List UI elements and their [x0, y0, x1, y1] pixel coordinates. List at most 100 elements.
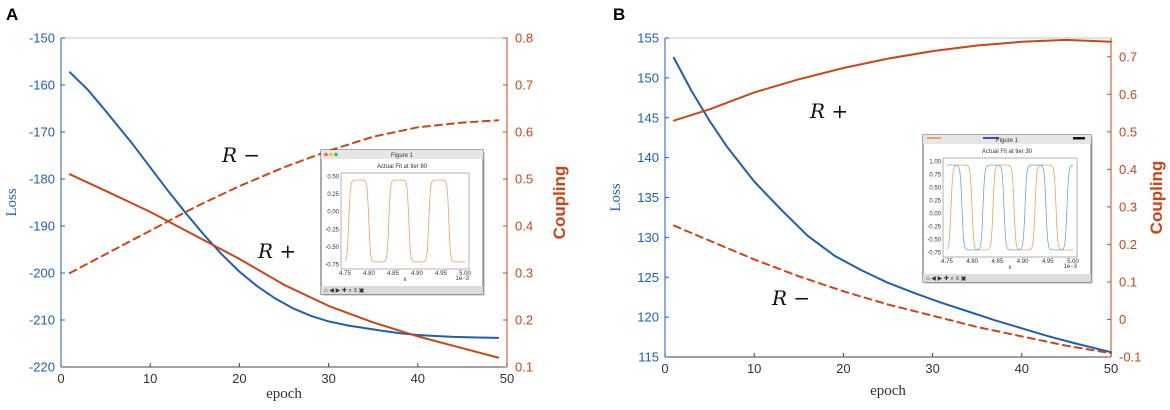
inset-y-tick-label: 0.75 [929, 173, 941, 179]
right-y-tick-label: 0.7 [515, 78, 533, 93]
inset-window-title: Figure 1 [996, 138, 1019, 144]
left-y-tick-label: 155 [637, 31, 659, 46]
x-tick-label: 0 [661, 361, 668, 376]
inset-signal-blue [946, 164, 1074, 251]
right-y-tick-label: 0.8 [515, 31, 533, 46]
series-loss-line [672, 56, 1112, 354]
inset-window-title: Figure 1 [391, 153, 414, 159]
series-loss-line [68, 71, 500, 339]
inset-y-tick-label: 0.00 [929, 212, 941, 218]
inset-x-tick-label: 5.00 [1067, 259, 1079, 265]
right-y-tick-label: 0.4 [515, 219, 533, 234]
inset-y-tick-label: -0.25 [927, 225, 941, 231]
loss-axis-label: Loss [4, 188, 20, 217]
right-y-tick-label: 0.4 [1119, 162, 1137, 177]
coupling-axis-label: Coupling [1147, 161, 1166, 235]
inset-plot-title: Actual Fit at tier 80 [377, 164, 428, 170]
inset-y-tick-label: 0.25 [929, 199, 941, 205]
x-tick-label: 40 [411, 371, 425, 386]
x-tick-label: 0 [57, 371, 64, 386]
left-y-tick-label: 120 [637, 310, 659, 325]
inset-x-tick-label: 4.80 [363, 271, 375, 277]
left-y-tick-label: -200 [29, 266, 55, 281]
window-control-dot [329, 152, 333, 157]
right-y-tick-label: 0.5 [1119, 124, 1137, 139]
inset-x-unit: 1e−3 [455, 276, 469, 282]
tab-marker-dark [1073, 137, 1085, 140]
left-y-tick-label: -210 [29, 313, 55, 328]
right-y-tick-label: 0.1 [515, 360, 533, 375]
x-tick-label: 20 [836, 361, 850, 376]
inset-titlebar [321, 150, 483, 159]
series-rminus-line [672, 224, 1112, 355]
inset-x-label: x [404, 277, 407, 283]
right-y-tick-label: 0.7 [1119, 49, 1137, 64]
inset-y-tick-label: 1.00 [929, 160, 941, 166]
inset-x-tick-label: 4.75 [941, 259, 953, 265]
inset-x-tick-label: 4.90 [1017, 259, 1029, 265]
inset-toolbar-icons: ⌂ ◀ ▶ ✚ ⌕ ≡ ▣ [324, 287, 365, 294]
loss-axis-label: Loss [608, 183, 624, 212]
inset-x-tick-label: 4.75 [339, 271, 351, 277]
curve-annotation: R + [257, 239, 296, 263]
inset-x-tick-label: 5.00 [459, 271, 471, 277]
left-y-tick-label: -220 [29, 360, 55, 375]
inset-toolbar-icons: ⌂ ◀ ▶ ✚ ⌕ ≡ ▣ [926, 275, 967, 282]
right-y-tick-label: 0.3 [515, 266, 533, 281]
left-y-tick-label: 150 [637, 70, 659, 85]
right-y-tick-label: 0.1 [1119, 274, 1137, 289]
inset-x-tick-label: 4.85 [992, 259, 1004, 265]
inset-toolbar [321, 286, 483, 294]
inset-x-unit: 1e−3 [1063, 264, 1077, 270]
left-y-tick-label: -160 [29, 78, 55, 93]
inset-x-label: x [1009, 265, 1012, 271]
curve-annotation: R − [771, 286, 810, 310]
tab-marker-blue [983, 137, 999, 139]
window-control-dot [324, 152, 328, 157]
series-rplus-line [672, 38, 1112, 122]
inset-y-tick-label: -0.50 [927, 238, 941, 244]
tab-marker-orange [927, 137, 941, 139]
x-tick-label: 10 [747, 361, 761, 376]
curve-annotation: R + [809, 99, 848, 123]
inset-plot-title: Actual Fit at tier 30 [982, 149, 1033, 155]
inset-y-tick-label: 0.00 [327, 210, 339, 216]
x-tick-label: 30 [321, 371, 335, 386]
x-tick-label: 50 [500, 371, 514, 386]
left-y-tick-label: 130 [637, 230, 659, 245]
right-y-tick-label: 0.6 [1119, 87, 1137, 102]
inset-y-tick-label: -0.50 [325, 245, 339, 251]
coupling-axis-label: Coupling [550, 166, 569, 240]
right-y-tick-label: 0.6 [515, 125, 533, 140]
left-y-tick-label: -150 [29, 31, 55, 46]
series-rplus-line [68, 173, 500, 359]
right-y-tick-label: 0.2 [515, 313, 533, 328]
inset-titlebar [923, 135, 1091, 144]
inset-signal-orange [946, 164, 1074, 251]
x-axis-label: epoch [266, 386, 302, 402]
inset-plot-area [340, 172, 470, 270]
inset-y-tick-label: 0.25 [327, 192, 339, 198]
inset-x-tick-label: 4.90 [411, 271, 423, 277]
inset-y-tick-label: -0.75 [325, 263, 339, 269]
left-y-tick-label: 135 [637, 190, 659, 205]
inset-y-tick-label: 0.50 [929, 186, 941, 192]
inset-y-tick-label: -0.25 [325, 227, 339, 233]
left-y-tick-label: 125 [637, 270, 659, 285]
left-y-tick-label: 140 [637, 150, 659, 165]
right-y-tick-label: 0 [1119, 312, 1126, 327]
inset-y-tick-label: 0.50 [327, 175, 339, 181]
right-y-tick-label: 0.3 [1119, 199, 1137, 214]
left-y-tick-label: 115 [638, 350, 659, 365]
right-y-tick-label: -0.1 [1119, 350, 1141, 365]
inset-figure-window: Figure 1 Actual Fit at tier 80 0.50 0.25 0.0… [320, 149, 485, 296]
left-y-tick-label: -190 [29, 219, 55, 234]
x-tick-label: 50 [1104, 361, 1118, 376]
inset-x-tick-label: 4.85 [387, 271, 399, 277]
x-tick-label: 20 [232, 371, 246, 386]
left-y-tick-label: -170 [29, 125, 55, 140]
inset-x-tick-label: 4.95 [435, 271, 447, 277]
inset-x-tick-label: 4.80 [966, 259, 978, 265]
x-tick-label: 10 [143, 371, 157, 386]
